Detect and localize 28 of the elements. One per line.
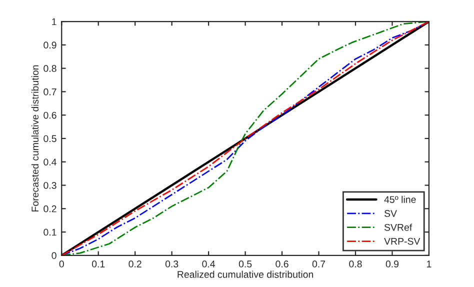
legend-label: 45º line	[384, 196, 416, 203]
x-tick-label: 1	[427, 260, 432, 268]
x-tick-label: 0.7	[312, 260, 326, 268]
y-tick-label: 0.9	[44, 42, 56, 49]
x-tick-label: 0.5	[238, 260, 252, 268]
y-tick-label: 0.5	[44, 135, 56, 142]
x-tick-label: 0.2	[128, 260, 142, 268]
y-tick-label: 0.4	[44, 158, 56, 166]
x-tick-label: 0	[59, 260, 64, 268]
y-tick-label: 0.6	[44, 112, 56, 119]
x-tick-label: 0.9	[386, 260, 399, 268]
x-axis-title: Realized cumulative distribution	[178, 270, 314, 278]
y-tick-label: 0.3	[44, 182, 56, 189]
y-tick-label: 1	[52, 18, 56, 26]
y-tick-label: 0	[52, 252, 56, 260]
y-tick-label: 0.2	[44, 205, 56, 212]
legend-label: SVRef	[384, 224, 412, 231]
y-axis-title: Forecasted cumulative distribution	[31, 65, 39, 212]
y-tick-label: 0.1	[44, 228, 56, 236]
legend-label: VRP-SV	[384, 238, 420, 245]
legend-label: SV	[384, 210, 397, 217]
x-tick-label: 0.6	[276, 260, 288, 268]
x-tick-label: 0.3	[165, 260, 178, 268]
y-tick-label: 0.8	[44, 65, 56, 72]
x-tick-label: 0.4	[202, 260, 216, 268]
x-tick-label: 0.8	[349, 260, 362, 268]
y-tick-label: 0.7	[44, 88, 56, 96]
x-tick-label: 0.1	[92, 260, 105, 268]
